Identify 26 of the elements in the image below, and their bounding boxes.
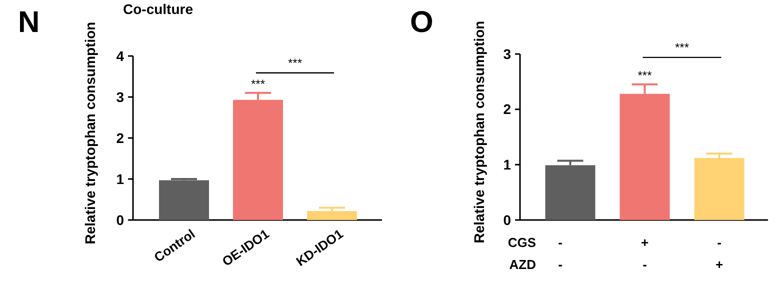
y-tick-label: 1 bbox=[503, 156, 512, 173]
y-tick-label: 2 bbox=[116, 130, 124, 146]
annotation: *** bbox=[674, 40, 690, 54]
bar bbox=[159, 180, 209, 220]
y-tick-label: 3 bbox=[503, 46, 512, 62]
bar bbox=[694, 158, 744, 220]
annotation: *** bbox=[288, 56, 302, 70]
chart-subtitle: Co-culture bbox=[123, 1, 194, 17]
x-axis-title: CGS AZD bbox=[508, 235, 536, 272]
annotation: *** bbox=[638, 68, 652, 82]
y-tick-label: 4 bbox=[116, 48, 124, 64]
x-tick-label: + - bbox=[640, 235, 649, 272]
y-axis-title: Relative tryptophan consumption bbox=[471, 20, 487, 244]
annotation: *** bbox=[250, 76, 266, 91]
y-tick-label: 2 bbox=[503, 101, 512, 118]
bar bbox=[307, 210, 357, 220]
y-tick-label: 3 bbox=[116, 88, 124, 105]
bar bbox=[545, 165, 596, 220]
x-tick-label: - - bbox=[558, 235, 562, 272]
y-tick-label: 0 bbox=[116, 212, 124, 228]
y-tick-label: 1 bbox=[116, 170, 124, 187]
y-axis-title: Relative tryptophan consumption bbox=[82, 22, 98, 244]
chart-title: N bbox=[18, 6, 40, 39]
chart-title: O bbox=[410, 6, 434, 39]
x-tick-label: - + bbox=[715, 235, 724, 272]
y-tick-label: 0 bbox=[503, 212, 512, 228]
